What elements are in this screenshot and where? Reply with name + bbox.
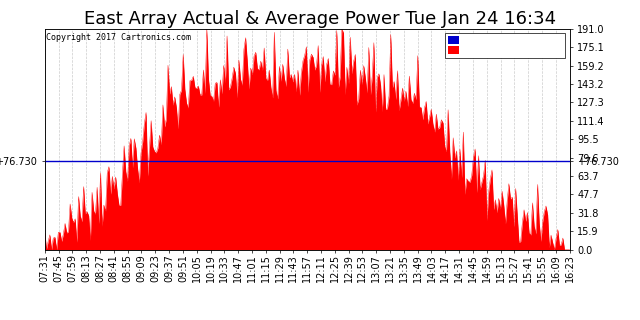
Text: East Array Actual & Average Power Tue Jan 24 16:34: East Array Actual & Average Power Tue Ja…	[84, 10, 556, 28]
Legend: Average  (DC Watts), East Array  (DC Watts): Average (DC Watts), East Array (DC Watts…	[445, 33, 565, 58]
Text: Copyright 2017 Cartronics.com: Copyright 2017 Cartronics.com	[46, 33, 191, 42]
